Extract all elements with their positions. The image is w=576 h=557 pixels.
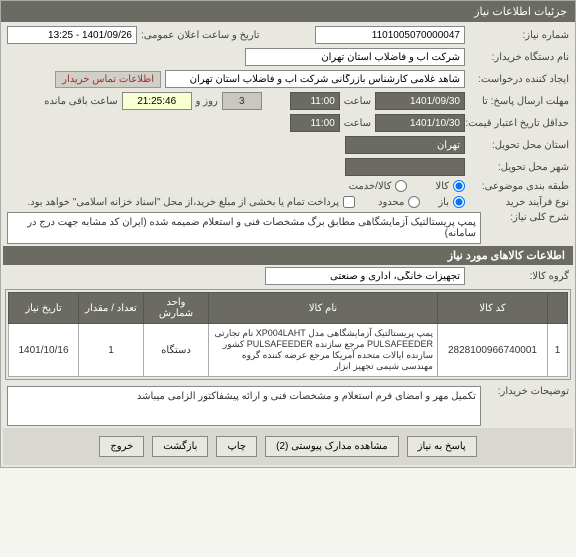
deadline-label: مهلت ارسال پاسخ: تا — [469, 96, 569, 107]
limited-opt-label: محدود — [378, 197, 404, 208]
table-row[interactable]: 1 2828100966740001 پمپ پریستالتیک آزمایش… — [9, 324, 568, 377]
days-label: روز و — [196, 96, 218, 107]
row-need-desc: شرح کلی نیاز: پمپ پریستالتیک آزمایشگاهی … — [3, 210, 573, 246]
row-requester: ایجاد کننده درخواست: اطلاعات تماس خریدار — [3, 68, 573, 90]
countdown-input — [122, 92, 192, 110]
buyer-label: نام دستگاه خریدار: — [469, 52, 569, 63]
requester-input — [165, 70, 465, 88]
announce-label: تاریخ و ساعت اعلان عمومی: — [141, 30, 260, 41]
content-area: شماره نیاز: تاریخ و ساعت اعلان عمومی: نا… — [1, 22, 575, 467]
buyer-notes-label: توضیحات خریدار: — [485, 386, 569, 397]
service-opt-label: کالا/خدمت — [349, 181, 392, 192]
th-code: کد کالا — [438, 293, 548, 324]
city-label: شهر محل تحویل: — [469, 162, 569, 173]
goods-group-label: گروه کالا: — [469, 271, 569, 282]
service-radio-group: کالا/خدمت — [349, 180, 408, 192]
deadline-date-input — [375, 92, 465, 110]
cell-unit: دستگاه — [144, 324, 209, 377]
row-deadline: مهلت ارسال پاسخ: تا ساعت روز و ساعت باقی… — [3, 90, 573, 112]
goods-opt-label: کالا — [435, 181, 449, 192]
goods-group-input — [265, 267, 465, 285]
time-label-1: ساعت — [344, 96, 371, 107]
validity-label: حداقل تاریخ اعتبار قیمت: تا — [469, 118, 569, 129]
province-label: استان محل تحویل: — [469, 140, 569, 151]
need-desc-label: شرح کلی نیاز: — [485, 212, 569, 223]
window-titlebar: جزئیات اطلاعات نیاز — [1, 1, 575, 22]
th-idx — [548, 293, 568, 324]
goods-radio[interactable] — [453, 180, 465, 192]
city-input — [345, 158, 465, 176]
attachments-button[interactable]: مشاهده مدارک پیوستی (2) — [265, 436, 399, 457]
row-goods-group: گروه کالا: — [3, 265, 573, 287]
partial-payment-checkbox[interactable] — [343, 196, 355, 208]
open-radio[interactable] — [453, 196, 465, 208]
purchase-type-label: نوع فرآیند خرید — [469, 197, 569, 208]
reply-button[interactable]: پاسخ به نیاز — [407, 436, 477, 457]
province-input — [345, 136, 465, 154]
announce-input — [7, 26, 137, 44]
buttons-row: پاسخ به نیاز مشاهده مدارک پیوستی (2) چاپ… — [3, 428, 573, 465]
th-qty: تعداد / مقدار — [79, 293, 144, 324]
partial-payment-label: پرداخت تمام یا بخشی از مبلغ خرید،از محل … — [27, 197, 339, 208]
need-no-label: شماره نیاز: — [469, 30, 569, 41]
row-need-no: شماره نیاز: تاریخ و ساعت اعلان عمومی: — [3, 24, 573, 46]
th-date: تاریخ نیاز — [9, 293, 79, 324]
table-header-row: کد کالا نام کالا واحد شمارش تعداد / مقدا… — [9, 293, 568, 324]
open-radio-group: باز — [438, 196, 465, 208]
cell-date: 1401/10/16 — [9, 324, 79, 377]
row-buyer-notes: توضیحات خریدار: تکمیل مهر و امضای فرم اس… — [3, 384, 573, 428]
th-unit: واحد شمارش — [144, 293, 209, 324]
details-window: جزئیات اطلاعات نیاز شماره نیاز: تاریخ و … — [0, 0, 576, 468]
row-purchase-type: نوع فرآیند خرید باز محدود پرداخت تمام یا… — [3, 194, 573, 210]
row-buyer: نام دستگاه خریدار: — [3, 46, 573, 68]
open-opt-label: باز — [438, 197, 449, 208]
table-container: کد کالا نام کالا واحد شمارش تعداد / مقدا… — [5, 289, 571, 380]
row-validity: حداقل تاریخ اعتبار قیمت: تا ساعت — [3, 112, 573, 134]
deadline-time-input — [290, 92, 340, 110]
row-province: استان محل تحویل: — [3, 134, 573, 156]
back-button[interactable]: بازگشت — [152, 436, 208, 457]
row-subject: طبقه بندی موضوعی: کالا کالا/خدمت — [3, 178, 573, 194]
goods-radio-group: کالا — [435, 180, 465, 192]
cell-code: 2828100966740001 — [438, 324, 548, 377]
need-no-input — [315, 26, 465, 44]
cell-name: پمپ پریستالتیک آزمایشگاهی مدل XP004LAHT … — [209, 324, 438, 377]
requester-label: ایجاد کننده درخواست: — [469, 74, 569, 85]
contact-info-bar[interactable]: اطلاعات تماس خریدار — [55, 71, 161, 88]
partial-payment-group: پرداخت تمام یا بخشی از مبلغ خرید،از محل … — [27, 196, 355, 208]
exit-button[interactable]: خروج — [99, 436, 144, 457]
buyer-notes-box: تکمیل مهر و امضای فرم استعلام و مشخصات ف… — [7, 386, 481, 426]
need-desc-box: پمپ پریستالتیک آزمایشگاهی مطابق برگ مشخص… — [7, 212, 481, 244]
time-label-2: ساعت — [344, 118, 371, 129]
service-radio[interactable] — [395, 180, 407, 192]
subject-label: طبقه بندی موضوعی: — [469, 181, 569, 192]
print-button[interactable]: چاپ — [216, 436, 257, 457]
cell-idx: 1 — [548, 324, 568, 377]
goods-table: کد کالا نام کالا واحد شمارش تعداد / مقدا… — [8, 292, 568, 377]
validity-time-input — [290, 114, 340, 132]
th-name: نام کالا — [209, 293, 438, 324]
buyer-input — [245, 48, 465, 66]
remaining-label: ساعت باقی مانده — [44, 96, 117, 107]
cell-qty: 1 — [79, 324, 144, 377]
limited-radio-group: محدود — [378, 196, 420, 208]
row-city: شهر محل تحویل: — [3, 156, 573, 178]
validity-date-input — [375, 114, 465, 132]
goods-section-header: اطلاعات کالاهای مورد نیاز — [3, 246, 573, 265]
days-remaining-input — [222, 92, 262, 110]
limited-radio[interactable] — [408, 196, 420, 208]
